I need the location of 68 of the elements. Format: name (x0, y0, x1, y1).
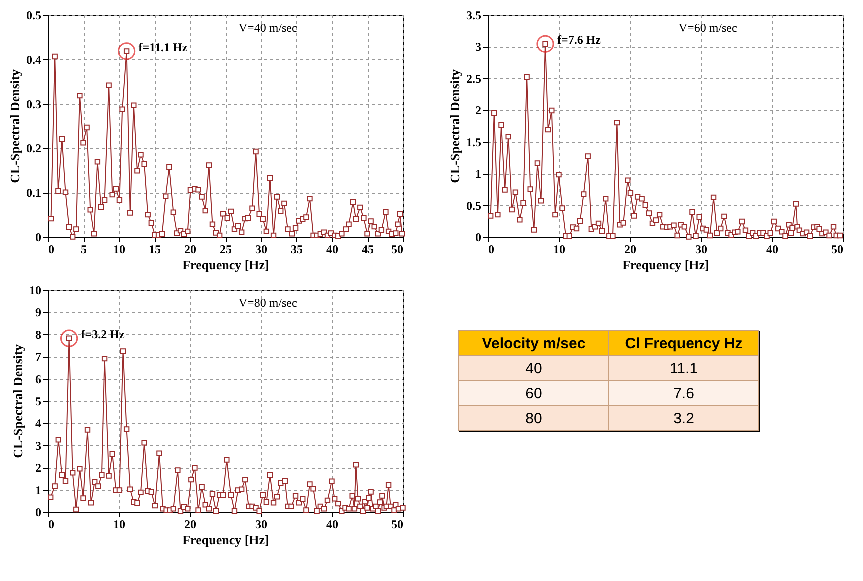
y-axis-title: CL-Spectral Density (8, 69, 22, 184)
data-label: 3.2 (674, 410, 694, 428)
x-tick-label: 20 (184, 242, 196, 256)
data-label: 11.1 (670, 360, 698, 378)
x-tick-label: 30 (696, 242, 708, 256)
y-tick-label: 4 (36, 416, 42, 431)
annotation: f=11.1 Hz (138, 40, 188, 54)
y-tick-label: 7 (36, 350, 42, 364)
x-tick-label: 10 (114, 518, 126, 532)
y-tick-label: 6 (36, 372, 42, 386)
x-tick-label: 25 (220, 242, 232, 256)
y-tick-label: 8 (36, 328, 42, 342)
annotation: V=60 m/sec (678, 21, 738, 35)
y-tick-label: 0.5 (26, 8, 42, 22)
category-label: 40 (526, 360, 542, 378)
y-tick-label: 0.4 (26, 52, 42, 67)
annotation: f=3.2 Hz (81, 328, 126, 342)
y-tick-label: 2 (36, 461, 42, 476)
y-tick-label: 0.1 (26, 186, 42, 200)
x-tick-label: 40 (326, 242, 338, 256)
x-tick-label: 10 (114, 242, 126, 256)
y-tick-label: 0.5 (466, 198, 482, 213)
y-tick-label: 0.2 (26, 142, 42, 156)
y-tick-label: 10 (30, 284, 42, 298)
x-tick-label: 35 (291, 242, 303, 256)
y-axis-title: CL-Spectral Density (10, 344, 26, 458)
x-tick-label: 0 (48, 518, 54, 532)
y-tick-label: 2 (476, 104, 482, 118)
y-tick-label: 1 (36, 483, 42, 498)
x-tick-label: 50 (392, 242, 404, 256)
y-tick-label: 1.5 (466, 135, 482, 150)
x-tick-label: 10 (554, 242, 566, 256)
x-tick-label: 20 (184, 518, 196, 532)
x-axis-title: Frequency [Hz] (182, 258, 270, 272)
text: Cl Frequency Hz (625, 336, 743, 352)
y-tick-label: 2.5 (466, 72, 482, 86)
x-tick-label: 40 (766, 242, 778, 256)
y-tick-label: 1 (476, 167, 482, 182)
x-tick-label: 5 (81, 242, 87, 256)
y-tick-label: 3.5 (466, 8, 482, 22)
y-tick-label: 0 (476, 230, 482, 244)
x-tick-label: 50 (832, 242, 844, 256)
data-label: 7.6 (674, 386, 694, 402)
x-tick-label: 0 (48, 242, 54, 256)
y-tick-label: 5 (36, 394, 42, 408)
text: Velocity m/sec (482, 336, 586, 352)
category-label: 80 (526, 410, 542, 428)
x-tick-label: 45 (362, 242, 374, 256)
x-tick-label: 40 (326, 518, 338, 532)
annotation: V=80 m/sec (238, 296, 298, 310)
y-tick-label: 3 (36, 438, 42, 453)
x-tick-label: 15 (149, 242, 161, 256)
y-tick-label: 3 (476, 40, 482, 54)
category-label: 60 (526, 386, 542, 402)
annotation: V=40 m/sec (238, 21, 298, 35)
x-axis-title: Frequency [Hz] (182, 532, 270, 548)
x-tick-label: 30 (256, 242, 268, 256)
y-tick-label: 0 (36, 230, 42, 244)
x-tick-label: 50 (392, 518, 404, 532)
x-axis-title: Frequency [Hz] (622, 258, 710, 272)
annotation: f=7.6 Hz (558, 33, 602, 48)
x-tick-label: 20 (624, 242, 636, 256)
y-tick-label: 0.3 (26, 97, 42, 112)
y-tick-label: 9 (36, 306, 42, 320)
y-tick-label: 0 (36, 506, 42, 520)
x-tick-label: 30 (256, 518, 268, 532)
x-tick-label: 0 (488, 242, 494, 256)
y-axis-title: CL-Spectral Density (448, 69, 462, 184)
